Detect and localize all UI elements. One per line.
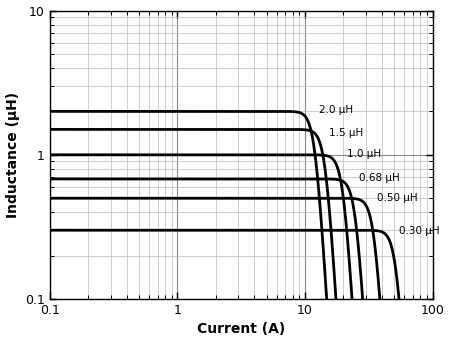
Text: 0.50 μH: 0.50 μH	[378, 193, 418, 202]
X-axis label: Current (A): Current (A)	[197, 323, 285, 337]
Y-axis label: Inductance (μH): Inductance (μH)	[5, 92, 19, 218]
Text: 1.5 μH: 1.5 μH	[329, 128, 364, 138]
Text: 0.68 μH: 0.68 μH	[359, 173, 400, 183]
Text: 2.0 μH: 2.0 μH	[320, 105, 354, 115]
Text: 0.30 μH: 0.30 μH	[400, 226, 440, 236]
Text: 1.0 μH: 1.0 μH	[347, 148, 382, 159]
